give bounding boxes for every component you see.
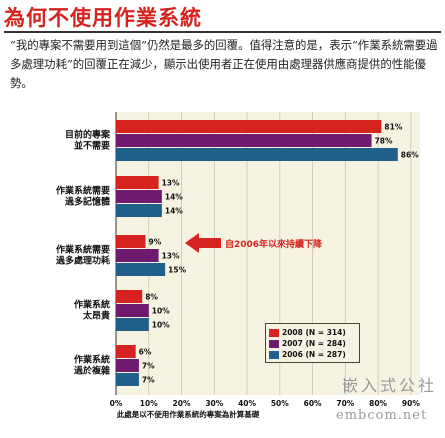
legend-label: 2006 (N = 287) [282, 350, 346, 359]
bar-value-label: 14% [165, 207, 183, 216]
bar [116, 345, 136, 358]
category-label: 作業系統需要 [56, 244, 110, 256]
bar-value-label: 8% [145, 293, 158, 302]
bar-value-label: 9% [148, 238, 161, 247]
page-title: 為何不使用作業系統 [4, 6, 202, 30]
bar [116, 290, 143, 303]
legend-item: 2007 (N = 284) [269, 338, 356, 349]
bar [116, 373, 139, 386]
bar [116, 249, 159, 262]
page-subtitle: “我的專案不需要用到這個”仍然是最多的回覆。值得注意的是，表示“作業系統需要過多… [10, 38, 438, 90]
x-tick-label: 60% [304, 399, 322, 408]
x-tick-label: 70% [336, 399, 354, 408]
bar-value-label: 13% [162, 252, 180, 261]
x-tick-label: 20% [173, 399, 191, 408]
x-tick-label: 0% [110, 399, 123, 408]
x-tick-label: 10% [140, 399, 158, 408]
legend-swatch [269, 350, 279, 359]
bar-value-label: 7% [142, 362, 155, 371]
x-tick-label: 30% [205, 399, 223, 408]
title-divider [4, 31, 441, 33]
bar-value-label: 86% [401, 151, 419, 160]
bar [116, 359, 139, 372]
legend-swatch [269, 339, 279, 348]
watermark-url: embcom.net [336, 408, 428, 423]
legend-label: 2007 (N = 284) [282, 339, 346, 348]
category-label: 並不需要 [74, 140, 110, 152]
x-tick-label: 40% [238, 399, 256, 408]
x-tick-label: 50% [271, 399, 289, 408]
bar [116, 304, 149, 317]
chart-legend: 2008 (N = 314) 2007 (N = 284) 2006 (N = … [265, 323, 360, 363]
x-axis-label: 此處是以不使用作業系統的專案為計算基礎 [117, 409, 260, 419]
bar [116, 148, 398, 161]
bar [116, 204, 162, 217]
category-label: 作業系統需要 [56, 185, 110, 197]
category-label: 太昂貴 [82, 310, 110, 322]
bar-value-label: 14% [165, 193, 183, 202]
legend-item: 2006 (N = 287) [269, 349, 356, 360]
category-label: 目前的專案 [65, 129, 111, 141]
category-label: 過於複雜 [73, 365, 110, 377]
category-label: 作業系統 [74, 299, 110, 311]
bar [116, 190, 162, 203]
legend-label: 2008 (N = 314) [282, 328, 346, 337]
bar-value-label: 15% [168, 266, 186, 275]
annotation-arrow [185, 233, 221, 253]
bar-value-label: 13% [162, 179, 180, 188]
bar [116, 263, 166, 276]
legend-item: 2008 (N = 314) [269, 327, 356, 338]
bar-value-label: 7% [142, 376, 155, 385]
category-label: 過多處理功耗 [55, 255, 110, 267]
bar [116, 120, 382, 133]
bar-value-label: 78% [375, 137, 393, 146]
bar [116, 176, 159, 189]
bar-value-label: 10% [152, 307, 170, 316]
watermark-text: 嵌入式公社 [342, 376, 438, 395]
legend-swatch [269, 328, 279, 337]
bar [116, 235, 146, 248]
bar [116, 318, 149, 331]
bar-value-label: 6% [139, 348, 152, 357]
trend-annotation: 自2006年以來持續下降 [225, 240, 323, 250]
bar [116, 134, 372, 147]
category-label: 過多記憶體 [64, 196, 110, 208]
bar-value-label: 81% [384, 123, 402, 132]
x-tick-label: 80% [369, 399, 387, 408]
bar-value-label: 10% [152, 321, 170, 330]
x-tick-label: 90% [402, 399, 420, 408]
category-label: 作業系統 [74, 354, 110, 366]
